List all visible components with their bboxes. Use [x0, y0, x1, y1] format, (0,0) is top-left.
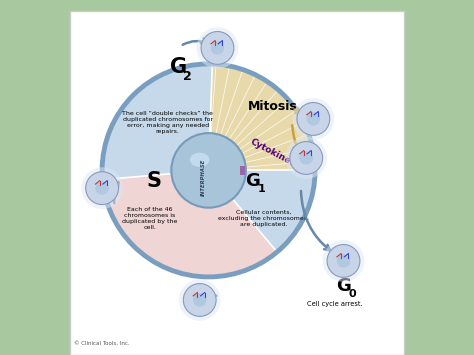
- Circle shape: [102, 64, 315, 277]
- Wedge shape: [102, 170, 277, 277]
- Circle shape: [285, 137, 327, 179]
- Circle shape: [95, 181, 109, 195]
- Text: Each of the 46
chromosomes is
duplicated by the
cell.: Each of the 46 chromosomes is duplicated…: [122, 207, 178, 230]
- Text: Cell cycle arrest.: Cell cycle arrest.: [307, 301, 363, 306]
- Text: G: G: [246, 172, 260, 190]
- Text: The cell “double checks” the
duplicated chromosomes for
error, making any needed: The cell “double checks” the duplicated …: [122, 111, 213, 134]
- Text: 2: 2: [183, 70, 191, 83]
- Ellipse shape: [190, 153, 210, 167]
- Circle shape: [327, 245, 360, 277]
- Wedge shape: [209, 64, 315, 170]
- Circle shape: [307, 112, 320, 126]
- Text: 1: 1: [258, 184, 266, 194]
- Text: Cellular contents,
excluding the chromosomes,
are duplicated.: Cellular contents, excluding the chromos…: [218, 210, 309, 226]
- Circle shape: [81, 167, 123, 209]
- Circle shape: [201, 32, 234, 64]
- Text: G: G: [170, 58, 187, 77]
- Circle shape: [297, 103, 330, 135]
- Text: © Clinical Tools, Inc.: © Clinical Tools, Inc.: [73, 341, 129, 346]
- Circle shape: [323, 240, 365, 282]
- Circle shape: [290, 142, 323, 174]
- Circle shape: [193, 293, 207, 307]
- Text: S: S: [146, 171, 161, 191]
- Circle shape: [179, 279, 220, 321]
- Circle shape: [292, 98, 334, 140]
- Text: Mitosis: Mitosis: [247, 100, 297, 113]
- FancyBboxPatch shape: [70, 11, 404, 355]
- Circle shape: [171, 133, 246, 208]
- FancyBboxPatch shape: [240, 166, 245, 175]
- Text: G: G: [336, 277, 351, 295]
- Text: INTERPHASE: INTERPHASE: [201, 159, 206, 196]
- Text: 0: 0: [348, 289, 356, 299]
- Circle shape: [211, 41, 224, 55]
- Circle shape: [337, 254, 350, 268]
- Text: Cytokinesis: Cytokinesis: [248, 137, 304, 172]
- Circle shape: [86, 172, 118, 204]
- Circle shape: [183, 284, 216, 316]
- Circle shape: [197, 27, 238, 69]
- Circle shape: [300, 151, 313, 165]
